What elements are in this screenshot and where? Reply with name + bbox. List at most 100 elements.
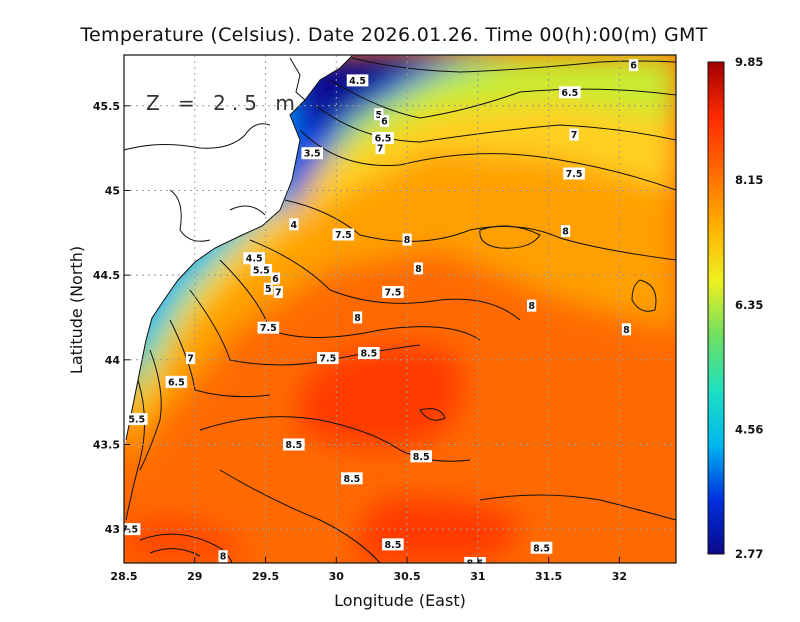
contour-label: 7 [275, 288, 282, 299]
contour-label: 8 [562, 227, 569, 238]
y-tick-label: 43.5 [93, 438, 120, 451]
contour-label: 8 [528, 301, 535, 312]
contour-label: 7 [187, 354, 194, 365]
y-tick-label: 43 [105, 523, 120, 536]
contour-label-bg [374, 108, 384, 121]
contour-label: 6 [381, 117, 388, 128]
contour-label-bg [124, 523, 141, 536]
colorbar-tick-label: 8.15 [735, 173, 763, 187]
contour-label-bg [332, 228, 355, 241]
contour-label-bg [273, 286, 283, 299]
contour-label: 6.5 [561, 88, 578, 99]
contour-label: 6.5 [168, 377, 185, 388]
contour-label: 8.5 [385, 540, 402, 551]
contour-label-bg [413, 262, 423, 275]
contour-label-bg [464, 557, 486, 563]
plot-frame [123, 54, 677, 564]
contour-label: 4 [291, 220, 298, 231]
chart-title: Temperature (Celsius). Date 2026.01.26. … [79, 24, 707, 46]
x-axis: 28.5 29 29.5 30 30.5 31 31.5 32 [110, 557, 627, 583]
contour-label-bg [243, 252, 266, 265]
contour-label-bg [125, 413, 148, 426]
colorbar-tick-label: 4.56 [735, 423, 763, 437]
contour-label: 8 [415, 264, 422, 275]
contour-label-bg [382, 286, 404, 299]
contour-label: 6 [272, 274, 279, 285]
contour-label: 6 [630, 61, 637, 72]
contour-label-bg [346, 74, 369, 87]
contour-label-bg [402, 233, 412, 246]
y-axis: 43 43.5 44 44.5 45 45.5 [93, 100, 130, 536]
contour-label: 4.5 [246, 254, 263, 265]
contour-label: 7 [377, 144, 384, 155]
contour-label: 8.5 [533, 543, 550, 554]
temperature-field [124, 55, 676, 563]
contour-label: 5.5 [253, 266, 270, 277]
x-tick-label: 31.5 [535, 570, 562, 583]
contour-label: 8.5 [285, 440, 302, 451]
x-tick-label: 29.5 [252, 570, 279, 583]
x-axis-label: Longitude (East) [334, 591, 466, 610]
x-tick-label: 31 [470, 570, 485, 583]
contour-label-bg [270, 272, 281, 285]
contour-label-bg [530, 541, 553, 554]
contour-label-bg [382, 538, 404, 551]
contour-label-bg [527, 299, 537, 312]
contour-label-bg [628, 59, 639, 72]
contour-label: 8 [404, 235, 411, 246]
contour-label-bg [559, 86, 581, 99]
x-tick-label: 32 [612, 570, 627, 583]
x-tick-label: 30.5 [394, 570, 421, 583]
contour-label-bg [341, 472, 363, 485]
coastline [124, 55, 353, 441]
y-tick-label: 45.5 [93, 100, 120, 113]
contour-label: 6.5 [375, 133, 392, 144]
contour-label: 3.5 [304, 149, 321, 160]
contour-label: 7.5 [335, 230, 352, 241]
contour-label-bg [358, 347, 380, 360]
contour-label: 5 [265, 284, 272, 295]
contour-label-bg [569, 128, 579, 141]
colorbar-tick-label: 6.35 [735, 298, 763, 312]
x-tick-label: 28.5 [110, 570, 137, 583]
contour-label-bg [317, 352, 339, 365]
x-tick-label: 30 [329, 570, 345, 583]
contour-label: 5 [375, 110, 382, 121]
contour-label-bg [185, 352, 196, 365]
y-tick-label: 44.5 [93, 269, 120, 282]
contour-label: 8 [354, 313, 361, 324]
contour-label-bg [375, 142, 385, 155]
contour-label-bg [301, 147, 324, 160]
contour-label: 8 [220, 552, 227, 563]
contour-label: 7.5 [121, 525, 138, 536]
contour-label-bg [257, 321, 280, 334]
contour-label-bg [410, 450, 433, 463]
contour-label-bg [621, 323, 632, 336]
colorbar-ticks: 9.85 8.15 6.35 4.56 2.77 [735, 55, 763, 561]
contour-label: 5.5 [128, 415, 145, 426]
contour-label-bg [372, 131, 394, 144]
contour-label: 8.5 [343, 474, 360, 485]
contour-label: 7.5 [260, 323, 277, 334]
contour-label: 7.5 [566, 169, 583, 180]
contour-label: 8.5 [413, 452, 430, 463]
contour-label: 7 [571, 130, 578, 141]
contour-label: 4.5 [349, 76, 366, 87]
contour-label-bg [250, 264, 273, 277]
colorbar [707, 61, 725, 555]
grid-lines [124, 55, 676, 563]
contour-label: 7.5 [319, 354, 336, 365]
y-tick-label: 44 [105, 354, 121, 367]
y-axis-label: Latitude (North) [67, 246, 86, 374]
colorbar-tick-label: 9.85 [735, 55, 763, 69]
colorbar-tick-label: 2.77 [735, 547, 763, 561]
x-tick-label: 29 [187, 570, 202, 583]
contour-label: 8 [623, 325, 630, 336]
contour-label-bg [563, 167, 585, 180]
contour-label-bg [289, 218, 299, 231]
contour-label-bg [352, 311, 363, 324]
